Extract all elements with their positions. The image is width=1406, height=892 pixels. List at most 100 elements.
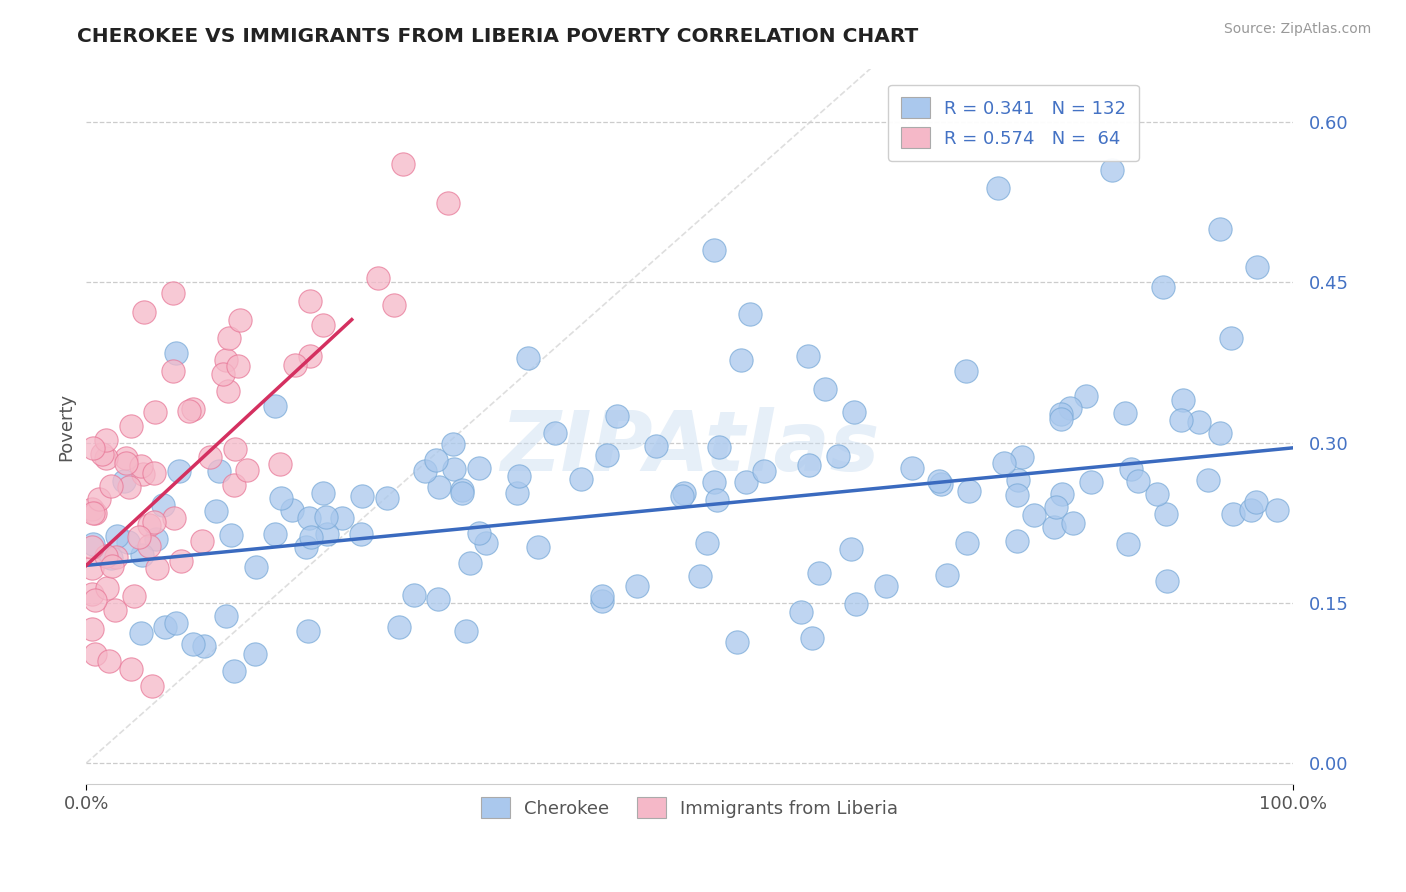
Immigrants from Liberia (141, 679, 163, 693)
Cherokee (402, 588, 425, 602)
Immigrants from Liberia (236, 463, 259, 477)
Cherokee (117, 535, 139, 549)
Cherokee (270, 491, 292, 505)
Cherokee (1080, 475, 1102, 489)
Cherokee (1244, 495, 1267, 509)
Immigrants from Liberia (82, 441, 104, 455)
Cherokee (1152, 280, 1174, 294)
Cherokee (730, 352, 752, 367)
Cherokee (263, 527, 285, 541)
Cherokee (517, 351, 540, 366)
Immigrants from Liberia (181, 402, 204, 417)
Cherokee (1187, 415, 1209, 429)
Cherokee (332, 511, 354, 525)
Cherokee (467, 525, 489, 540)
Immigrants from Liberia (82, 507, 104, 521)
Immigrants from Liberia (284, 358, 307, 372)
Cherokee (1246, 260, 1268, 274)
Immigrants from Liberia (83, 506, 105, 520)
Cherokee (131, 548, 153, 562)
Cherokee (844, 597, 866, 611)
Cherokee (671, 489, 693, 503)
Cherokee (813, 382, 835, 396)
Cherokee (626, 579, 648, 593)
Cherokee (527, 540, 550, 554)
Cherokee (454, 624, 477, 639)
Cherokee (352, 489, 374, 503)
Immigrants from Liberia (96, 450, 118, 465)
Cherokee (1156, 574, 1178, 588)
Cherokee (129, 626, 152, 640)
Immigrants from Liberia (138, 517, 160, 532)
Cherokee (645, 439, 668, 453)
Cherokee (215, 608, 238, 623)
Immigrants from Liberia (162, 285, 184, 300)
Cherokee (827, 449, 849, 463)
Text: CHEROKEE VS IMMIGRANTS FROM LIBERIA POVERTY CORRELATION CHART: CHEROKEE VS IMMIGRANTS FROM LIBERIA POVE… (77, 27, 918, 45)
Cherokee (1197, 473, 1219, 487)
Cherokee (901, 461, 924, 475)
Cherokee (1005, 487, 1028, 501)
Immigrants from Liberia (100, 479, 122, 493)
Cherokee (752, 464, 775, 478)
Cherokee (219, 528, 242, 542)
Cherokee (696, 535, 718, 549)
Cherokee (935, 567, 957, 582)
Immigrants from Liberia (129, 458, 152, 473)
Immigrants from Liberia (96, 549, 118, 563)
Cherokee (571, 472, 593, 486)
Cherokee (1170, 413, 1192, 427)
Immigrants from Liberia (104, 603, 127, 617)
Cherokee (153, 619, 176, 633)
Cherokee (1154, 507, 1177, 521)
Cherokee (1007, 474, 1029, 488)
Immigrants from Liberia (115, 456, 138, 470)
Cherokee (1265, 503, 1288, 517)
Immigrants from Liberia (179, 404, 201, 418)
Cherokee (350, 526, 373, 541)
Cherokee (839, 541, 862, 556)
Cherokee (281, 503, 304, 517)
Immigrants from Liberia (200, 450, 222, 465)
Cherokee (222, 665, 245, 679)
Cherokee (167, 464, 190, 478)
Cherokee (1220, 331, 1243, 345)
Legend: Cherokee, Immigrants from Liberia: Cherokee, Immigrants from Liberia (474, 790, 905, 825)
Cherokee (100, 551, 122, 566)
Immigrants from Liberia (82, 623, 104, 637)
Cherokee (709, 441, 731, 455)
Cherokee (1062, 516, 1084, 530)
Cherokee (844, 405, 866, 419)
Cherokee (312, 486, 335, 500)
Immigrants from Liberia (384, 298, 406, 312)
Immigrants from Liberia (269, 458, 291, 472)
Cherokee (703, 475, 725, 489)
Immigrants from Liberia (222, 478, 245, 492)
Cherokee (205, 504, 228, 518)
Immigrants from Liberia (367, 271, 389, 285)
Cherokee (1005, 533, 1028, 548)
Cherokee (451, 483, 474, 497)
Immigrants from Liberia (143, 515, 166, 529)
Cherokee (735, 475, 758, 490)
Immigrants from Liberia (128, 530, 150, 544)
Immigrants from Liberia (83, 647, 105, 661)
Immigrants from Liberia (90, 447, 112, 461)
Cherokee (929, 477, 952, 491)
Cherokee (703, 243, 725, 257)
Immigrants from Liberia (115, 450, 138, 465)
Text: ZIPAtlas: ZIPAtlas (501, 408, 879, 489)
Immigrants from Liberia (97, 654, 120, 668)
Cherokee (1121, 462, 1143, 476)
Cherokee (165, 346, 187, 360)
Immigrants from Liberia (312, 318, 335, 332)
Cherokee (413, 464, 436, 478)
Cherokee (425, 453, 447, 467)
Cherokee (441, 437, 464, 451)
Immigrants from Liberia (138, 540, 160, 554)
Cherokee (474, 536, 496, 550)
Immigrants from Liberia (145, 560, 167, 574)
Immigrants from Liberia (229, 312, 252, 326)
Cherokee (112, 474, 135, 488)
Y-axis label: Poverty: Poverty (58, 392, 75, 460)
